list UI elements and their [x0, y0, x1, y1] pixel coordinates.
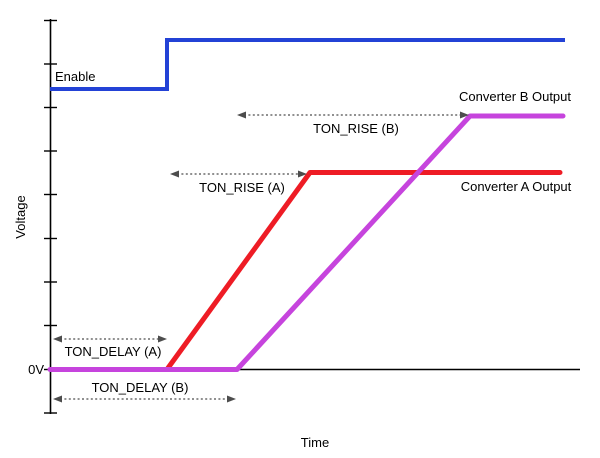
converter-a-output-label: Converter A Output — [461, 179, 572, 194]
ton-rise-b-label: TON_RISE (B) — [313, 121, 399, 136]
x-axis-title: Time — [301, 435, 329, 450]
arrowhead-left-icon — [53, 335, 62, 343]
converter-a-waveform — [165, 170, 563, 371]
enable-waveform — [50, 38, 565, 91]
arrowhead-right-icon — [158, 335, 167, 343]
ton-rise-a-label: TON_RISE (A) — [199, 180, 285, 195]
converter-b-output-label: Converter B Output — [459, 89, 571, 104]
ton-delay-a-arrow — [53, 335, 167, 343]
ton-delay-b-arrow — [53, 395, 236, 403]
enable-label: Enable — [55, 69, 95, 84]
arrowhead-left-icon — [237, 111, 246, 119]
converter-b-waveform — [47, 113, 566, 372]
ton-rise-b-arrow — [237, 111, 469, 119]
arrowhead-right-icon — [227, 395, 236, 403]
ton-delay-b-label: TON_DELAY (B) — [92, 380, 189, 395]
y-axis-title: Voltage — [13, 195, 28, 238]
zero-volts-tick-label: 0V — [28, 362, 44, 377]
arrowhead-right-icon — [298, 170, 307, 178]
arrowhead-right-icon — [460, 111, 469, 119]
ton-delay-a-label: TON_DELAY (A) — [65, 344, 162, 359]
ton-rise-a-arrow — [170, 170, 307, 178]
arrowhead-left-icon — [170, 170, 179, 178]
arrowhead-left-icon — [53, 395, 62, 403]
